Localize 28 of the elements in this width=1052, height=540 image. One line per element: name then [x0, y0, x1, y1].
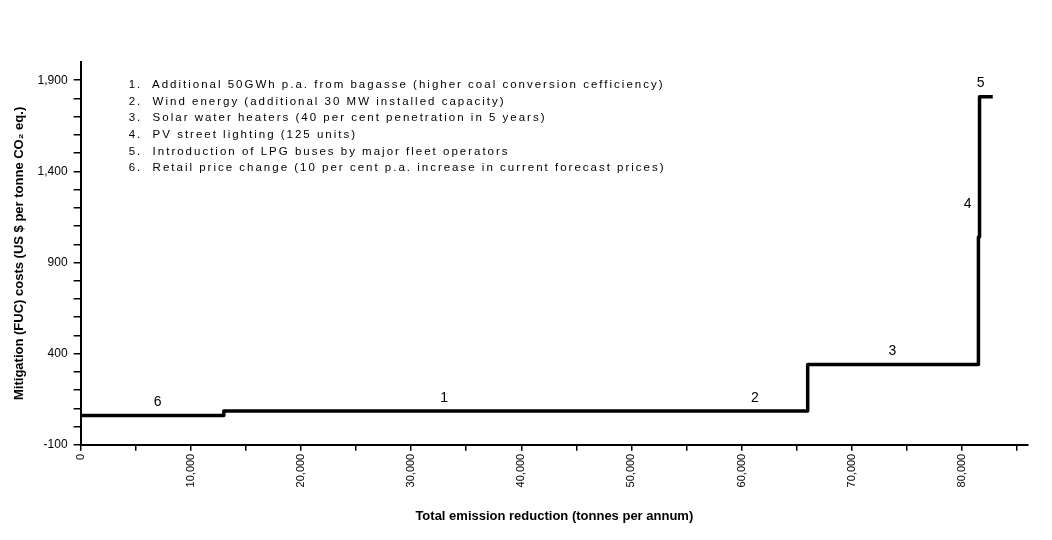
y-axis-title: Mitigation (FUC) costs (US $ per tonne CO₂ eq.): [11, 106, 27, 400]
x-tick-label: 50,000: [624, 453, 637, 488]
y-tick-label: 1,400: [37, 163, 68, 178]
annotation: 5: [976, 74, 985, 91]
annotation: 2: [750, 388, 759, 405]
y-tick-label: 400: [47, 345, 68, 360]
annotation: 4. PV street lighting (125 units): [128, 127, 358, 140]
annotation: 3. Solar water heaters (40 per cent penetration in 5 years): [128, 111, 547, 124]
x-tick-label: 80,000: [954, 453, 967, 488]
annotation: 1: [440, 388, 449, 405]
annotation: 4: [963, 195, 972, 212]
x-axis-title: Total emission reduction (tonnes per annum): [415, 507, 694, 523]
x-tick-label: 30,000: [404, 453, 417, 488]
annotation: 6. Retail price change (10 per cent p.a. increase in current forecast prices): [128, 161, 666, 174]
x-tick-label: 20,000: [293, 453, 306, 488]
y-tick-label: 1,900: [37, 72, 68, 87]
x-tick-label: 70,000: [844, 453, 857, 488]
y-tick-label: -100: [43, 437, 68, 452]
x-tick-label: 0: [73, 453, 86, 460]
x-tick-label: 10,000: [183, 453, 196, 488]
annotation: 5. Introduction of LPG buses by major fleet operators: [128, 144, 510, 157]
annotation: 6: [153, 393, 162, 410]
annotation: 2. Wind energy (additional 30 MW installed capacity): [128, 94, 506, 107]
y-tick-label: 900: [47, 254, 68, 269]
x-tick-label: 40,000: [514, 453, 527, 488]
x-tick-label: 60,000: [734, 453, 747, 488]
annotation: 3: [888, 342, 897, 359]
annotation: 1. Additional 50GWh p.a. from bagasse (higher coal conversion cefficiency): [128, 78, 665, 91]
